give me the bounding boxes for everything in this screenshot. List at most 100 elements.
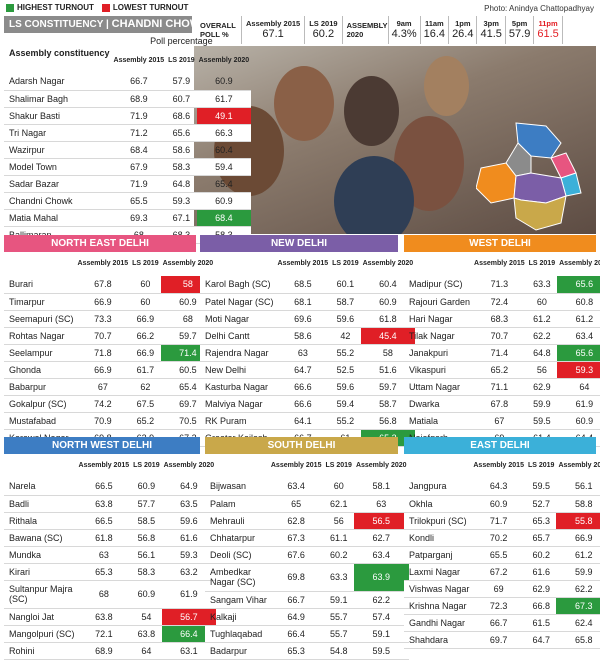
value-2019: 55.2 [330,344,361,362]
overall-2015: Assembly 2015 67.1 [242,16,306,44]
value-2019: 58.5 [131,512,162,530]
col-2020: Assembly 2020 [362,260,414,267]
constituency-name: Adarsh Nagar [4,73,112,91]
value-2015: 61.8 [76,529,132,547]
value-2020: 63 [353,495,409,513]
highest-swatch [6,3,14,12]
value-2015: 70.9 [75,412,131,430]
value-2020: 63.9 [353,563,409,592]
table-row: RK Puram 64.1 55.2 56.8 [200,412,416,430]
overall-2015-label: Assembly 2015 [246,19,301,28]
col-2015: Assembly 2015 [113,57,165,64]
constituency-name: Rohtas Nagar [4,327,76,345]
constituency-name: Shakur Basti [4,107,112,125]
value-2015: 71.7 [471,512,526,530]
section-title: NEW DELHI [200,235,398,252]
col-2015: Assembly 2015 [270,462,322,469]
value-2020: 59.5 [353,642,409,660]
value-2015: 63 [275,344,331,362]
value-2020: 60.9 [196,73,252,91]
value-2019: 60 [323,478,354,496]
value-2015: 69 [471,580,526,598]
voters-photo [194,46,596,234]
constituency-name: Mundka [4,546,77,564]
value-2019: 64.8 [166,175,197,193]
table-row: Nangloi Jat 63.8 54 56.7 [4,608,217,626]
constituency-name: Malviya Nagar [200,395,276,413]
table-row: Hari Nagar 68.3 61.2 61.2 [404,310,600,328]
value-2019: 58.6 [166,141,197,159]
value-2020: 45.4 [360,327,416,345]
value-2019: 62.9 [526,378,558,396]
value-2019: 65.7 [525,529,557,547]
value-2019: 56 [323,512,354,530]
value-2015: 67.6 [268,546,324,564]
constituency-name: Bijwasan [205,478,269,496]
value-2019: 42 [330,327,361,345]
turnout-table: Assembly constituency Poll percentage Asse… [4,33,252,244]
table-row: Model Town 67.9 58.3 59.4 [4,158,252,176]
value-2020: 60.4 [360,276,416,294]
col-2020: Assembly 2020 [163,462,215,469]
time-label: 11pm [538,19,558,28]
constituency-name: Nangloi Jat [4,608,77,626]
table-row: Gokalpur (SC) 74.2 67.5 69.7 [4,395,216,413]
constituency-name: Kirari [4,563,77,581]
table-row: Bawana (SC) 61.8 56.8 61.6 [4,529,217,547]
section-title: NORTH EAST DELHI [4,235,196,252]
table-row: Malviya Nagar 66.6 59.4 58.7 [200,395,416,413]
col-2019: LS 2019 [528,260,556,267]
value-2015: 72.4 [472,293,527,311]
value-2019: 63.8 [131,625,162,643]
value-2019: 62.9 [525,580,557,598]
constituency-name: Bawana (SC) [4,529,77,547]
constituency-name: Madipur (SC) [404,276,473,294]
table-row: Sangam Vihar 66.7 59.1 62.2 [205,591,409,609]
col-constituency [404,454,471,478]
constituency-name: Chandni Chowk [4,192,112,210]
overall-2020: ASSEMBLY 2020 [343,16,389,44]
value-2020: 58.7 [360,395,416,413]
value-2015: 71.3 [472,276,527,294]
time-value: 61.5 [537,28,559,40]
constituency-name: Janakpuri [404,344,473,362]
table-row: Chandni Chowk 65.5 59.3 60.9 [4,192,252,210]
table-row: Sadar Bazar 71.9 64.8 65.4 [4,175,252,193]
value-2015: 68.5 [275,276,331,294]
overall-label: OVERALL POLL % [200,21,236,39]
value-2015: 70.7 [75,327,131,345]
constituency-name: Patparganj [404,546,472,564]
constituency-name: Patel Nagar (SC) [200,293,276,311]
value-2019: 58.3 [131,563,162,581]
value-2020: 59.9 [556,563,600,581]
value-2020: 61.2 [557,310,600,328]
constituency-name: Seelampur [4,344,76,362]
value-2020: 61.7 [196,90,252,108]
value-2019: 60.9 [131,580,162,609]
value-2020: 65.6 [557,276,600,294]
value-2020: 59.3 [557,361,600,379]
value-2015: 69.7 [471,631,526,649]
value-2019: 58.7 [330,293,361,311]
ls-header-name: CHANDNI CHOWK [111,18,209,30]
value-2020: 66.4 [161,625,217,643]
time-label: 9am [396,19,412,28]
legend-lowest-label: LOWEST TURNOUT [112,3,189,12]
value-2019: 65.3 [525,512,557,530]
col-2015: Assembly 2015 [78,462,130,469]
constituency-name: Okhla [404,495,472,513]
time-label: 1pm [455,19,471,28]
value-2020: 60.8 [557,293,600,311]
value-2020: 63.5 [161,495,217,513]
table-row: Mundka 63 56.1 59.3 [4,546,217,564]
col-2019: LS 2019 [168,57,195,64]
overall-2019: LS 2019 60.2 [305,16,343,44]
value-2019: 59.4 [330,395,361,413]
value-2019: 64.8 [526,344,558,362]
time-label: 5pm [511,19,528,28]
turnout-times: 9am 4.3% 11am 16.4 1pm 26.4 3pm 41.5 5pm 57.9 11pm… [389,16,563,44]
value-2020: 56.5 [353,512,409,530]
legend-lowest: LOWEST TURNOUT [101,3,189,12]
value-2020: 64.9 [161,478,217,496]
